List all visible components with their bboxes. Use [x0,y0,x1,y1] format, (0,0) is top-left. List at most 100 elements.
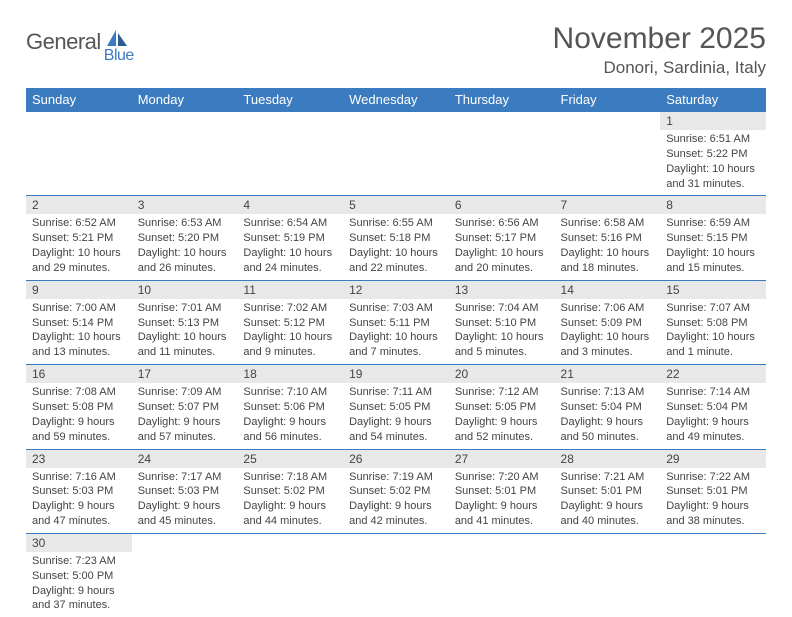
day-number [660,533,766,552]
day-cell: Sunrise: 7:03 AM Sunset: 5:11 PM Dayligh… [343,299,449,365]
day-number: 4 [237,196,343,215]
day-content-row: Sunrise: 7:08 AM Sunset: 5:08 PM Dayligh… [26,383,766,449]
day-number [343,112,449,130]
day-number: 23 [26,449,132,468]
day-cell: Sunrise: 7:19 AM Sunset: 5:02 PM Dayligh… [343,468,449,534]
day-number: 9 [26,280,132,299]
day-cell: Sunrise: 7:00 AM Sunset: 5:14 PM Dayligh… [26,299,132,365]
day-cell: Sunrise: 7:17 AM Sunset: 5:03 PM Dayligh… [132,468,238,534]
day-content-row: Sunrise: 6:51 AM Sunset: 5:22 PM Dayligh… [26,130,766,196]
day-cell [132,552,238,617]
day-number: 29 [660,449,766,468]
day-cell: Sunrise: 6:53 AM Sunset: 5:20 PM Dayligh… [132,214,238,280]
day-cell: Sunrise: 7:07 AM Sunset: 5:08 PM Dayligh… [660,299,766,365]
day-number: 2 [26,196,132,215]
day-cell: Sunrise: 7:11 AM Sunset: 5:05 PM Dayligh… [343,383,449,449]
day-cell: Sunrise: 7:04 AM Sunset: 5:10 PM Dayligh… [449,299,555,365]
day-cell: Sunrise: 7:13 AM Sunset: 5:04 PM Dayligh… [555,383,661,449]
day-cell: Sunrise: 7:23 AM Sunset: 5:00 PM Dayligh… [26,552,132,617]
day-cell [660,552,766,617]
day-cell [449,130,555,196]
day-number: 22 [660,365,766,384]
day-number: 16 [26,365,132,384]
day-number [132,112,238,130]
location: Donori, Sardinia, Italy [553,58,766,78]
day-number: 6 [449,196,555,215]
day-number: 25 [237,449,343,468]
weekday-header: Friday [555,88,661,112]
day-number: 27 [449,449,555,468]
day-cell: Sunrise: 7:20 AM Sunset: 5:01 PM Dayligh… [449,468,555,534]
day-cell: Sunrise: 6:52 AM Sunset: 5:21 PM Dayligh… [26,214,132,280]
day-number: 13 [449,280,555,299]
day-cell: Sunrise: 7:09 AM Sunset: 5:07 PM Dayligh… [132,383,238,449]
day-number: 12 [343,280,449,299]
header: General Blue November 2025 Donori, Sardi… [26,22,766,84]
day-number-row: 30 [26,533,766,552]
day-number-row: 9101112131415 [26,280,766,299]
day-number-row: 2345678 [26,196,766,215]
day-number: 14 [555,280,661,299]
day-cell: Sunrise: 7:12 AM Sunset: 5:05 PM Dayligh… [449,383,555,449]
day-number-row: 16171819202122 [26,365,766,384]
weekday-header: Tuesday [237,88,343,112]
day-content-row: Sunrise: 7:23 AM Sunset: 5:00 PM Dayligh… [26,552,766,617]
day-number-row: 1 [26,112,766,130]
weekday-header: Sunday [26,88,132,112]
calendar-header: SundayMondayTuesdayWednesdayThursdayFrid… [26,88,766,112]
day-cell: Sunrise: 7:21 AM Sunset: 5:01 PM Dayligh… [555,468,661,534]
logo: General Blue [26,28,160,55]
day-number [449,112,555,130]
weekday-header: Thursday [449,88,555,112]
day-number: 8 [660,196,766,215]
day-cell [555,552,661,617]
day-cell: Sunrise: 7:16 AM Sunset: 5:03 PM Dayligh… [26,468,132,534]
day-cell: Sunrise: 7:10 AM Sunset: 5:06 PM Dayligh… [237,383,343,449]
day-cell: Sunrise: 7:06 AM Sunset: 5:09 PM Dayligh… [555,299,661,365]
day-number: 30 [26,533,132,552]
day-number: 26 [343,449,449,468]
day-number: 7 [555,196,661,215]
day-cell [132,130,238,196]
day-cell [343,552,449,617]
weekday-header: Monday [132,88,238,112]
day-cell [449,552,555,617]
day-number [237,533,343,552]
calendar-table: SundayMondayTuesdayWednesdayThursdayFrid… [26,88,766,617]
day-cell: Sunrise: 7:02 AM Sunset: 5:12 PM Dayligh… [237,299,343,365]
day-number: 1 [660,112,766,130]
day-cell [343,130,449,196]
weekday-header: Wednesday [343,88,449,112]
day-number [343,533,449,552]
day-cell [26,130,132,196]
day-number: 5 [343,196,449,215]
weekday-header: Saturday [660,88,766,112]
day-number: 15 [660,280,766,299]
day-cell: Sunrise: 6:55 AM Sunset: 5:18 PM Dayligh… [343,214,449,280]
day-content-row: Sunrise: 7:00 AM Sunset: 5:14 PM Dayligh… [26,299,766,365]
logo-text-general: General [26,29,101,55]
day-number [449,533,555,552]
day-number: 20 [449,365,555,384]
day-number: 18 [237,365,343,384]
day-number: 3 [132,196,238,215]
day-cell: Sunrise: 7:18 AM Sunset: 5:02 PM Dayligh… [237,468,343,534]
day-number-row: 23242526272829 [26,449,766,468]
day-cell: Sunrise: 6:51 AM Sunset: 5:22 PM Dayligh… [660,130,766,196]
month-title: November 2025 [553,22,766,56]
day-number: 24 [132,449,238,468]
day-number [237,112,343,130]
day-cell: Sunrise: 7:08 AM Sunset: 5:08 PM Dayligh… [26,383,132,449]
day-cell: Sunrise: 6:54 AM Sunset: 5:19 PM Dayligh… [237,214,343,280]
day-number: 10 [132,280,238,299]
day-cell: Sunrise: 6:59 AM Sunset: 5:15 PM Dayligh… [660,214,766,280]
day-cell: Sunrise: 7:22 AM Sunset: 5:01 PM Dayligh… [660,468,766,534]
title-block: November 2025 Donori, Sardinia, Italy [553,22,766,84]
day-number [555,112,661,130]
day-number [555,533,661,552]
day-number: 19 [343,365,449,384]
day-number [26,112,132,130]
day-content-row: Sunrise: 7:16 AM Sunset: 5:03 PM Dayligh… [26,468,766,534]
day-number: 21 [555,365,661,384]
day-content-row: Sunrise: 6:52 AM Sunset: 5:21 PM Dayligh… [26,214,766,280]
